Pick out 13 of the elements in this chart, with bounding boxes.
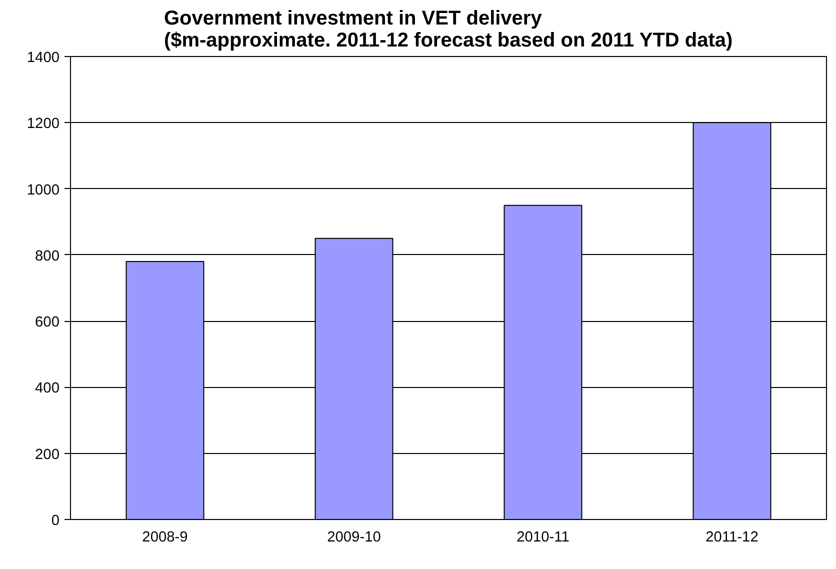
y-tick-label: 200 — [35, 446, 60, 463]
y-tick-label: 800 — [35, 248, 60, 264]
chart-title: Government investment in VET delivery ($m-approximate. 2011-12 forecast based on 2011 YTD data) — [164, 8, 733, 52]
y-tick-label: 1200 — [26, 116, 60, 132]
y-tick-label: 1400 — [26, 50, 60, 66]
x-tick-label: 2010-11 — [516, 530, 570, 546]
y-tick-label: 0 — [51, 513, 60, 529]
y-tick-label: 600 — [35, 314, 60, 331]
y-tick-label: 1000 — [26, 182, 60, 198]
x-tick-label: 2009-10 — [327, 530, 381, 546]
x-tick-label: 2011-12 — [706, 530, 758, 546]
x-tick-label: 2008-9 — [142, 530, 188, 546]
y-tick-label: 400 — [35, 380, 60, 397]
